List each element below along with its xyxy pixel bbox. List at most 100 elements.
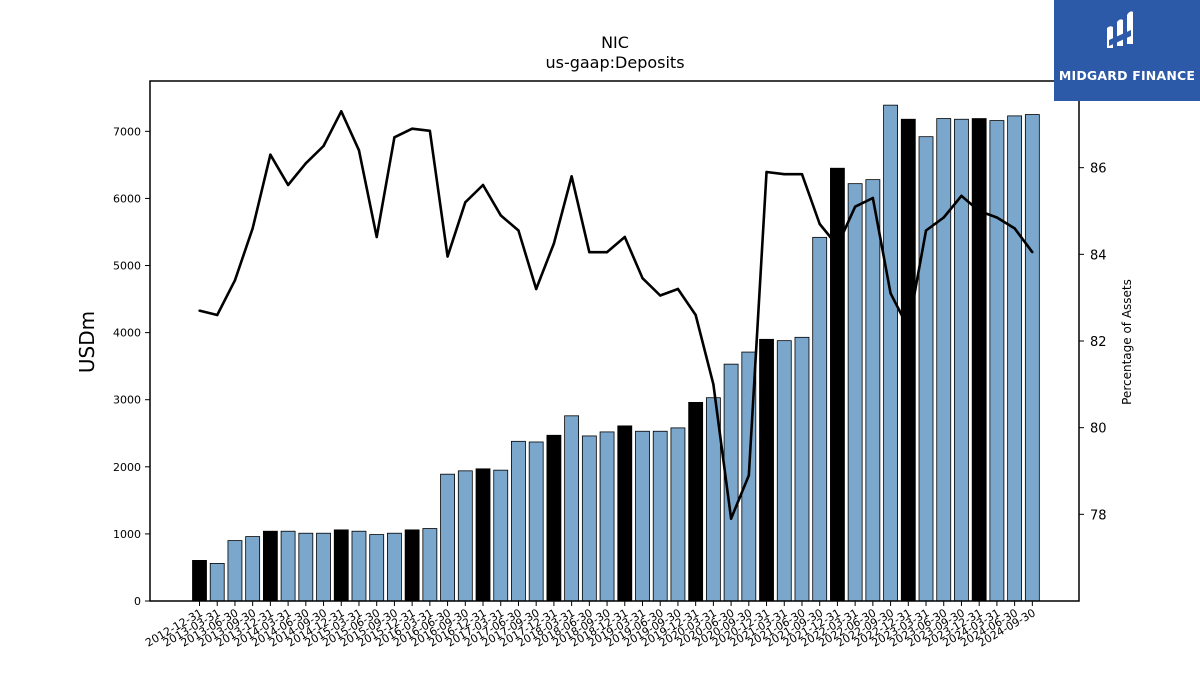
line-point-2015-09-30	[393, 136, 396, 139]
y2-tick-label: 86	[1090, 162, 1107, 177]
y2-tick-label: 78	[1090, 508, 1107, 523]
line-point-2013-06-30	[233, 279, 237, 282]
line-point-2023-03-31	[924, 229, 928, 232]
bar-2018-03-31	[564, 415, 580, 602]
line-point-2016-03-31	[428, 129, 432, 133]
line-point-2021-09-30	[818, 222, 821, 226]
line-point-2017-09-30	[534, 287, 538, 291]
line-point-2018-03-31	[570, 175, 573, 178]
line-point-2015-12-31	[410, 127, 414, 130]
bar-2014-09-30	[316, 532, 331, 602]
line-point-2024-06-30	[1013, 227, 1016, 230]
line-point-2023-12-31	[977, 209, 981, 213]
brand-logo: MIDGARD FINANCE	[1054, 0, 1200, 101]
y-tick-label: 6000	[113, 192, 141, 205]
line-point-2014-09-30	[322, 144, 325, 148]
line-point-2014-06-30	[304, 162, 308, 165]
line-point-2020-03-31	[712, 383, 715, 386]
bar-2019-06-30	[652, 430, 668, 602]
bar-2013-03-31	[209, 563, 225, 602]
bar-2019-03-31	[635, 430, 650, 602]
line-point-2023-09-30	[960, 194, 963, 198]
midgard-logo-icon	[1107, 11, 1133, 48]
line-point-2018-06-30	[588, 250, 591, 254]
bar-2022-06-30	[865, 179, 881, 602]
line-point-2019-09-30	[676, 287, 680, 291]
line-point-2020-12-31	[765, 170, 768, 174]
line-point-2014-03-31	[286, 183, 290, 187]
bar-2022-03-31	[847, 183, 863, 602]
line-point-2013-09-30	[251, 227, 254, 230]
y-axis-label: USDm	[75, 311, 99, 373]
bar-2019-09-30	[670, 427, 686, 602]
bar-2024-03-31	[989, 120, 1005, 602]
line-point-2016-09-30	[464, 201, 467, 204]
line-point-2021-12-31	[836, 244, 839, 247]
bar-2018-09-30	[599, 431, 615, 602]
y-tick-label: 5000	[113, 260, 141, 273]
line-point-2015-03-31	[357, 149, 361, 152]
bar-2012-12-31	[192, 560, 207, 602]
y2-tick-label: 80	[1090, 422, 1107, 437]
line-point-2024-03-31	[995, 216, 999, 219]
bar-2018-12-31	[617, 425, 633, 602]
y-tick-label: 1000	[113, 528, 141, 541]
bar-2023-12-31	[971, 118, 987, 602]
line-point-2019-06-30	[659, 294, 662, 297]
bar-2018-06-30	[581, 435, 597, 602]
brand-name: MIDGARD FINANCE	[1058, 68, 1196, 83]
line-point-2018-12-31	[623, 235, 626, 239]
line-point-2022-06-30	[871, 196, 875, 200]
line-point-2016-12-31	[481, 183, 485, 187]
line-point-2023-06-30	[942, 216, 945, 219]
line-point-2015-06-30	[375, 235, 378, 239]
y-tick-label: 7000	[113, 125, 141, 138]
bar-2019-12-31	[688, 401, 704, 602]
line-point-2019-12-31	[694, 313, 697, 317]
line-point-2017-06-30	[517, 229, 520, 232]
bar-2023-06-30	[936, 118, 952, 602]
bar-2022-09-30	[883, 104, 898, 602]
bar-2014-12-31	[333, 529, 349, 602]
line-point-2016-06-30	[446, 255, 449, 258]
line-series	[198, 110, 1034, 520]
bar-2023-03-31	[918, 136, 934, 602]
y-tick-label: 0	[134, 595, 141, 608]
bar-2017-06-30	[511, 440, 526, 602]
bar-2016-06-30	[440, 473, 455, 602]
bar-2014-06-30	[298, 532, 314, 602]
chart-subtitle: us-gaap:Deposits	[545, 53, 684, 72]
line-point-2019-03-31	[641, 276, 644, 280]
bar-series	[192, 104, 1040, 602]
y2-axis-label: Percentage of Assets	[1120, 279, 1134, 405]
bar-2020-12-31	[759, 338, 774, 602]
bar-2016-03-31	[422, 528, 438, 602]
line-point-2012-12-31	[198, 309, 201, 312]
chart-title: NIC	[601, 33, 629, 52]
line-point-2018-09-30	[605, 250, 609, 254]
y2-axis-ticks: 78 80 82 84 86	[1079, 162, 1107, 523]
bar-2013-09-30	[245, 536, 261, 602]
bar-2021-03-31	[776, 340, 792, 602]
line-point-2017-03-31	[499, 214, 502, 217]
line-point-2020-06-30	[729, 517, 733, 520]
bar-2024-06-30	[1007, 115, 1023, 602]
y-tick-label: 2000	[113, 461, 141, 474]
bar-2015-09-30	[387, 532, 402, 602]
line-point-2021-03-31	[783, 172, 786, 176]
bar-2022-12-31	[900, 118, 916, 602]
bar-2014-03-31	[280, 530, 296, 602]
bar-2017-03-31	[493, 469, 509, 602]
line-point-2014-12-31	[340, 110, 343, 113]
line-point-2020-09-30	[747, 474, 751, 477]
line-point-2013-12-31	[269, 153, 272, 156]
bar-2015-03-31	[351, 530, 367, 602]
bar-2023-09-30	[954, 118, 969, 602]
y2-tick-label: 84	[1090, 248, 1107, 263]
percentage-line	[199, 110, 1034, 520]
bar-2015-12-31	[404, 529, 420, 602]
bar-2017-12-31	[546, 434, 562, 602]
bar-2024-09-30	[1024, 114, 1040, 602]
y-axis-ticks: 0 1000 2000 3000 4000 5000 6000 7000	[113, 125, 150, 608]
line-point-2017-12-31	[552, 242, 556, 245]
